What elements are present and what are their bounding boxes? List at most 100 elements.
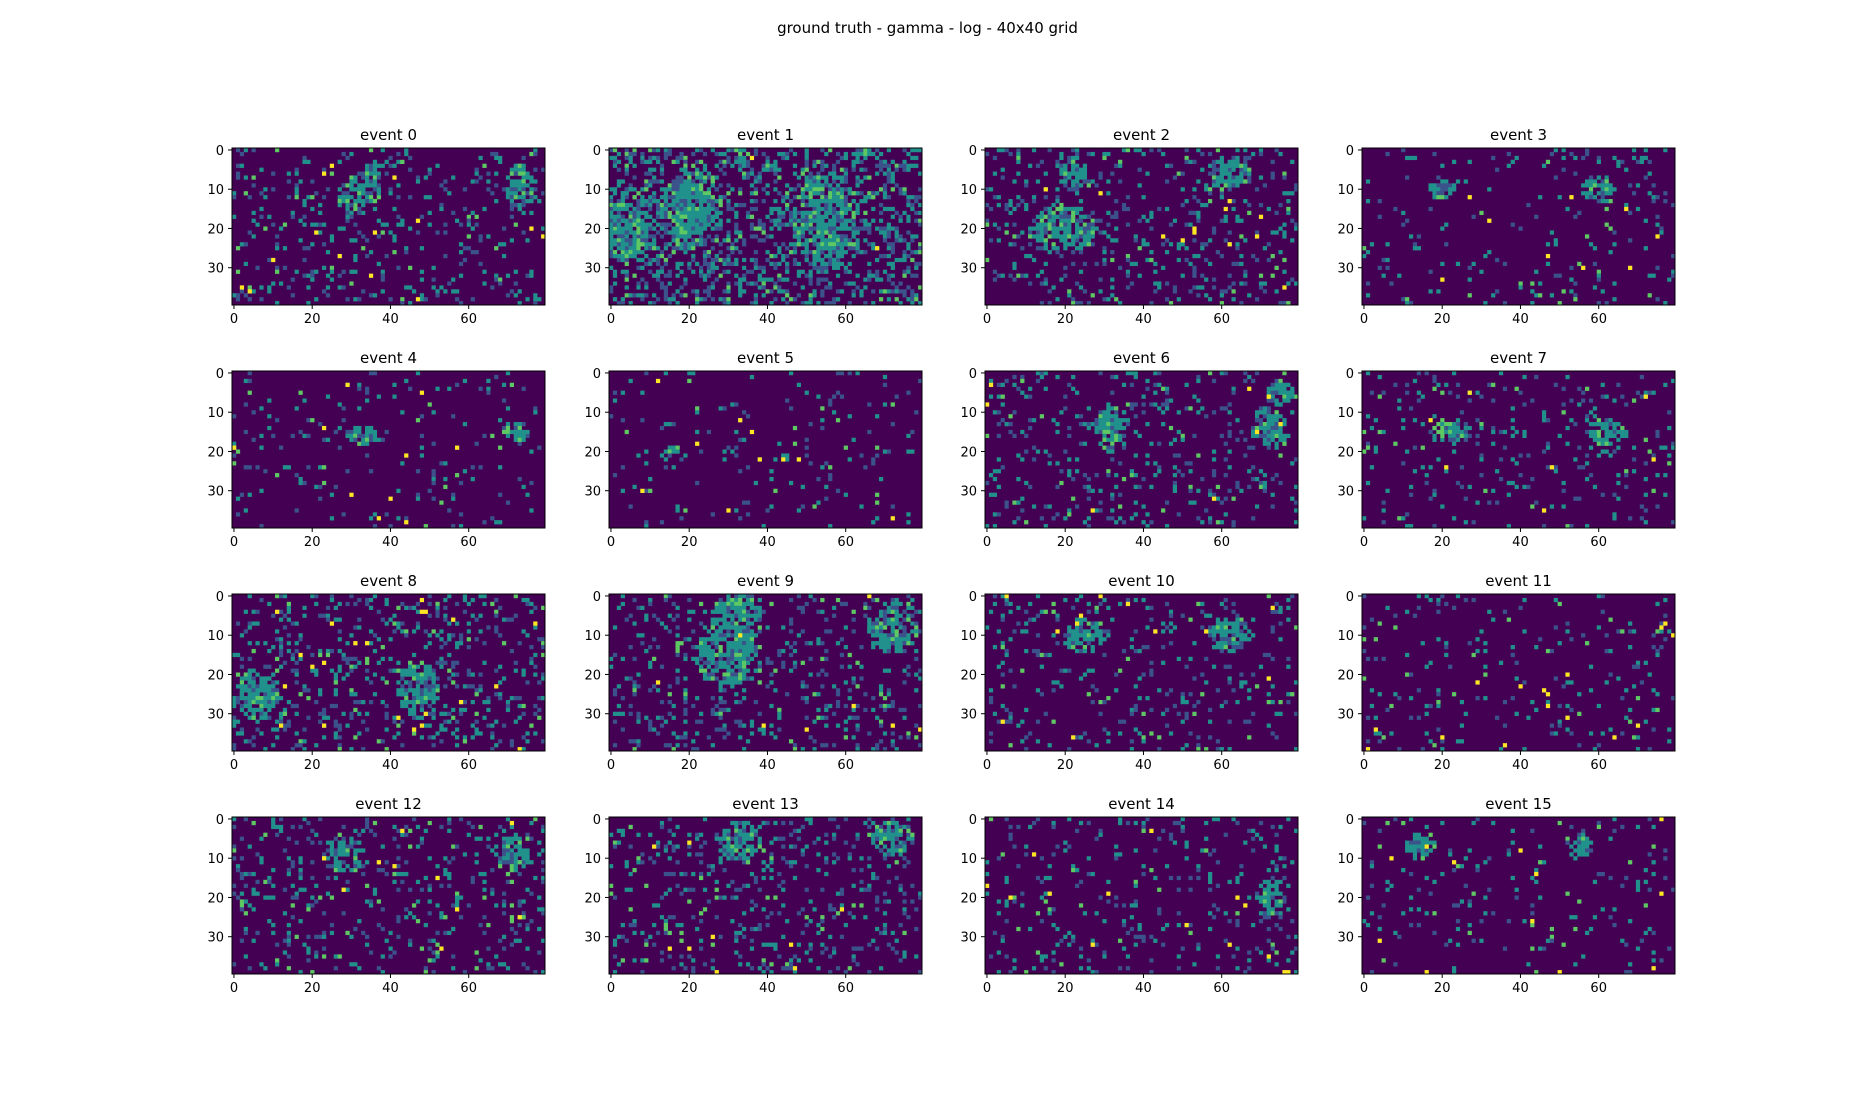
heatmap-cell	[384, 222, 389, 227]
heatmap-cell	[259, 297, 264, 302]
heatmap-cell	[1278, 250, 1283, 255]
heatmap-cell	[1153, 281, 1158, 286]
heatmap-cell	[513, 183, 518, 188]
heatmap-cell	[898, 214, 903, 219]
heatmap-cell	[675, 508, 680, 513]
heatmap-cell	[659, 226, 665, 231]
heatmap-cell	[910, 155, 915, 161]
heatmap-cell	[1416, 234, 1421, 239]
heatmap-cell	[718, 210, 723, 216]
heatmap-cell	[1258, 433, 1264, 439]
heatmap-cell	[659, 281, 665, 286]
heatmap-cell	[738, 234, 743, 239]
subplot-title: event 6	[1113, 349, 1170, 367]
heatmap-cell	[1016, 516, 1021, 521]
heatmap-cell	[828, 301, 833, 306]
heatmap-cell	[1118, 433, 1123, 439]
heatmap-cell	[247, 390, 252, 395]
y-tick-label: 10	[960, 183, 977, 198]
heatmap-cell	[1522, 429, 1527, 435]
heatmap-cell	[1078, 414, 1084, 419]
heatmap-cell	[368, 680, 374, 685]
heatmap-cell	[1270, 273, 1275, 278]
heatmap-cell	[513, 281, 518, 286]
heatmap-cell	[655, 230, 661, 235]
heatmap-cell	[376, 195, 381, 200]
x-tick-label: 60	[1213, 535, 1230, 550]
heatmap-cell	[847, 457, 852, 462]
heatmap-cell	[1235, 418, 1240, 423]
heatmap-cell	[1118, 516, 1123, 521]
heatmap-cell	[1365, 445, 1371, 450]
heatmap-cell	[533, 605, 538, 610]
heatmap-cell	[738, 230, 743, 235]
heatmap-cell	[1270, 437, 1275, 442]
heatmap-cell	[1514, 429, 1519, 435]
heatmap-cell	[785, 269, 790, 274]
x-tick-label: 20	[1057, 535, 1074, 550]
heatmap-cell	[710, 218, 715, 223]
heatmap-cell	[365, 453, 370, 458]
heatmap-cell	[494, 273, 499, 278]
heatmap-cell	[1251, 429, 1256, 435]
heatmap-cell	[1557, 195, 1562, 200]
heatmap-cell	[659, 179, 665, 184]
heatmap-cell	[443, 684, 448, 689]
heatmap-cell	[835, 253, 841, 259]
heatmap-cell	[408, 301, 413, 306]
heatmap-cell	[902, 293, 907, 298]
heatmap-cell	[1090, 422, 1095, 427]
heatmap-cell	[781, 277, 786, 282]
heatmap-cell	[1059, 469, 1064, 474]
heatmap-cell	[341, 676, 346, 681]
heatmap-cell	[1266, 425, 1271, 431]
heatmap-cell	[824, 246, 829, 251]
heatmap-cell	[1671, 253, 1676, 259]
heatmap-cell	[1278, 437, 1283, 442]
heatmap-cell	[282, 246, 288, 251]
heatmap-cell	[824, 206, 829, 212]
heatmap-cell	[286, 699, 291, 705]
heatmap-cell	[1671, 273, 1676, 278]
heatmap-cell	[1227, 433, 1232, 439]
heatmap-cell	[777, 289, 782, 294]
heatmap-cell	[376, 171, 381, 176]
heatmap-background	[232, 371, 545, 528]
heatmap-cell	[1397, 516, 1402, 521]
heatmap-cell	[620, 465, 625, 470]
heatmap-cell	[482, 660, 487, 665]
heatmap-cell	[271, 257, 276, 263]
heatmap-cell	[1125, 148, 1131, 153]
heatmap-cell	[286, 179, 291, 184]
heatmap-cell	[525, 183, 530, 188]
heatmap-cell	[1164, 238, 1170, 243]
subplot-title: event 4	[360, 349, 417, 367]
heatmap-cell	[1074, 469, 1080, 474]
heatmap-cell	[824, 242, 829, 247]
heatmap-cell	[1561, 386, 1566, 391]
x-tick-label: 20	[304, 535, 321, 550]
heatmap-cell	[509, 289, 514, 294]
heatmap-cell	[1141, 195, 1146, 200]
heatmap-cell	[435, 688, 440, 693]
heatmap-cell	[302, 433, 307, 439]
heatmap-cell	[1577, 210, 1582, 216]
heatmap-cell	[1102, 151, 1107, 157]
heatmap-cell	[247, 656, 252, 662]
heatmap-cell	[616, 159, 622, 164]
heatmap-cell	[1432, 524, 1437, 529]
heatmap-cell	[267, 398, 272, 403]
heatmap-cell	[345, 183, 350, 188]
heatmap-cell	[1227, 402, 1232, 407]
heatmap-cell	[431, 410, 436, 415]
heatmap-cell	[1510, 418, 1515, 423]
heatmap-cell	[824, 195, 829, 200]
heatmap-cell	[1270, 394, 1275, 399]
heatmap-cell	[832, 171, 837, 176]
heatmap-cell	[1149, 301, 1154, 306]
y-tick-label: 20	[1337, 222, 1354, 237]
heatmap-cell	[1219, 253, 1224, 259]
y-tick-label: 0	[969, 144, 977, 159]
heatmap-cell	[1604, 418, 1609, 423]
heatmap-cell	[691, 253, 696, 259]
